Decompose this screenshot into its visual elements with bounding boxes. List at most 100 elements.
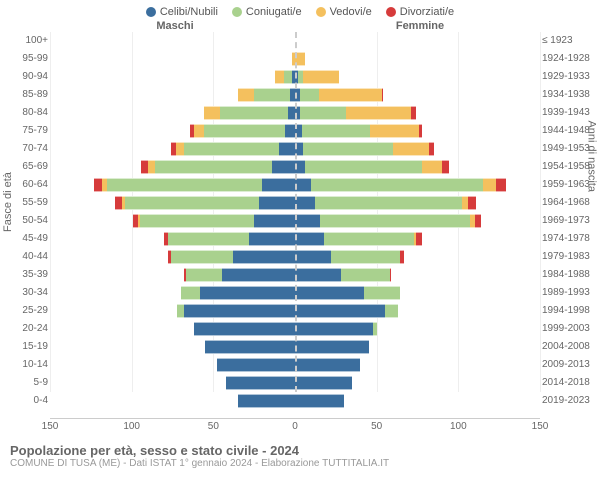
age-label: 100+ [8,35,48,46]
birth-year-label: 1954-1958 [542,161,596,172]
legend-item-coniugati: Coniugati/e [232,6,302,18]
bar-male [164,232,295,246]
x-tick: 100 [123,421,140,432]
bar-female [295,358,360,372]
bar-female [295,250,404,264]
legend-dot-vedovi [316,7,326,17]
bar-segment-celibi [295,286,364,300]
pyramid-rows [50,32,540,410]
birth-year-label: 1944-1948 [542,125,596,136]
bar-segment-celibi [295,358,360,372]
age-label: 20-24 [8,323,48,334]
bar-female [295,124,422,138]
bar-segment-divorziati [411,106,416,120]
bar-female [295,394,344,408]
bar-male [141,160,295,174]
bar-segment-vedovi [346,106,411,120]
bar-segment-divorziati [390,268,392,282]
bar-segment-celibi [295,304,385,318]
birth-year-label: 2009-2013 [542,359,596,370]
bar-segment-vedovi [176,142,184,156]
age-label: 35-39 [8,269,48,280]
bar-segment-coniugati [107,178,262,192]
age-label: 60-64 [8,179,48,190]
bar-female [295,304,398,318]
legend-label-celibi: Celibi/Nubili [160,6,218,18]
birth-year-label: 1924-1928 [542,53,596,64]
age-label: 85-89 [8,89,48,100]
age-label: 40-44 [8,251,48,262]
legend: Celibi/Nubili Coniugati/e Vedovi/e Divor… [0,0,600,20]
birth-year-label: 1934-1938 [542,89,596,100]
bar-segment-celibi [295,196,315,210]
bar-female [295,70,339,84]
bar-segment-celibi [295,376,352,390]
bar-segment-coniugati [303,142,393,156]
bar-segment-coniugati [168,232,250,246]
birth-year-label: 1979-1983 [542,251,596,262]
birth-year-label: 1994-1998 [542,305,596,316]
chart-area: Fasce di età Anni di nascita 15010050050… [0,32,600,437]
header-male: Maschi [0,20,300,32]
footer-subtitle: COMUNE DI TUSA (ME) - Dati ISTAT 1° genn… [10,458,590,469]
age-label: 95-99 [8,53,48,64]
bar-segment-coniugati [140,214,254,228]
bar-segment-celibi [295,394,344,408]
bar-segment-coniugati [320,214,470,228]
age-label: 15-19 [8,341,48,352]
bar-segment-vedovi [303,70,339,84]
bar-segment-coniugati [311,178,483,192]
bar-segment-coniugati [305,160,423,174]
bar-segment-celibi [194,322,295,336]
bar-segment-divorziati [442,160,449,174]
age-label: 30-34 [8,287,48,298]
bar-segment-coniugati [300,106,346,120]
age-label: 65-69 [8,161,48,172]
bar-segment-vedovi [422,160,442,174]
bar-segment-coniugati [181,286,201,300]
bar-segment-celibi [295,214,320,228]
gender-headers: Maschi Femmine [0,20,600,32]
bar-segment-divorziati [468,196,476,210]
x-tick: 150 [532,421,549,432]
bar-segment-celibi [295,322,373,336]
age-label: 80-84 [8,107,48,118]
x-tick: 100 [450,421,467,432]
bar-segment-divorziati [429,142,434,156]
bar-segment-coniugati [155,160,273,174]
bar-female [295,160,449,174]
bar-segment-coniugati [364,286,400,300]
bar-male [115,196,295,210]
bar-segment-coniugati [300,88,320,102]
bar-segment-celibi [295,178,311,192]
bar-segment-celibi [295,250,331,264]
bar-male [238,88,295,102]
grid-line [540,32,541,392]
birth-year-label: 2019-2023 [542,395,596,406]
bar-male [184,268,295,282]
bar-segment-coniugati [254,88,290,102]
bar-segment-coniugati [331,250,400,264]
bar-segment-vedovi [483,178,496,192]
bar-segment-celibi [295,340,369,354]
pyramid-row [50,392,540,410]
birth-year-label: 1984-1988 [542,269,596,280]
bar-male [204,106,295,120]
bar-segment-celibi [238,394,295,408]
legend-label-coniugati: Coniugati/e [246,6,302,18]
header-female: Femmine [300,20,600,32]
bar-male [205,340,295,354]
x-tick: 150 [42,421,59,432]
bar-female [295,142,434,156]
bar-segment-divorziati [400,250,405,264]
bar-segment-vedovi [204,106,220,120]
bar-segment-celibi [233,250,295,264]
bar-segment-celibi [200,286,295,300]
bar-female [295,106,416,120]
bar-area [50,394,540,408]
grid-line [458,32,459,392]
birth-year-label: 1939-1943 [542,107,596,118]
bar-segment-celibi [205,340,295,354]
bar-female [295,376,352,390]
x-tick: 50 [208,421,219,432]
